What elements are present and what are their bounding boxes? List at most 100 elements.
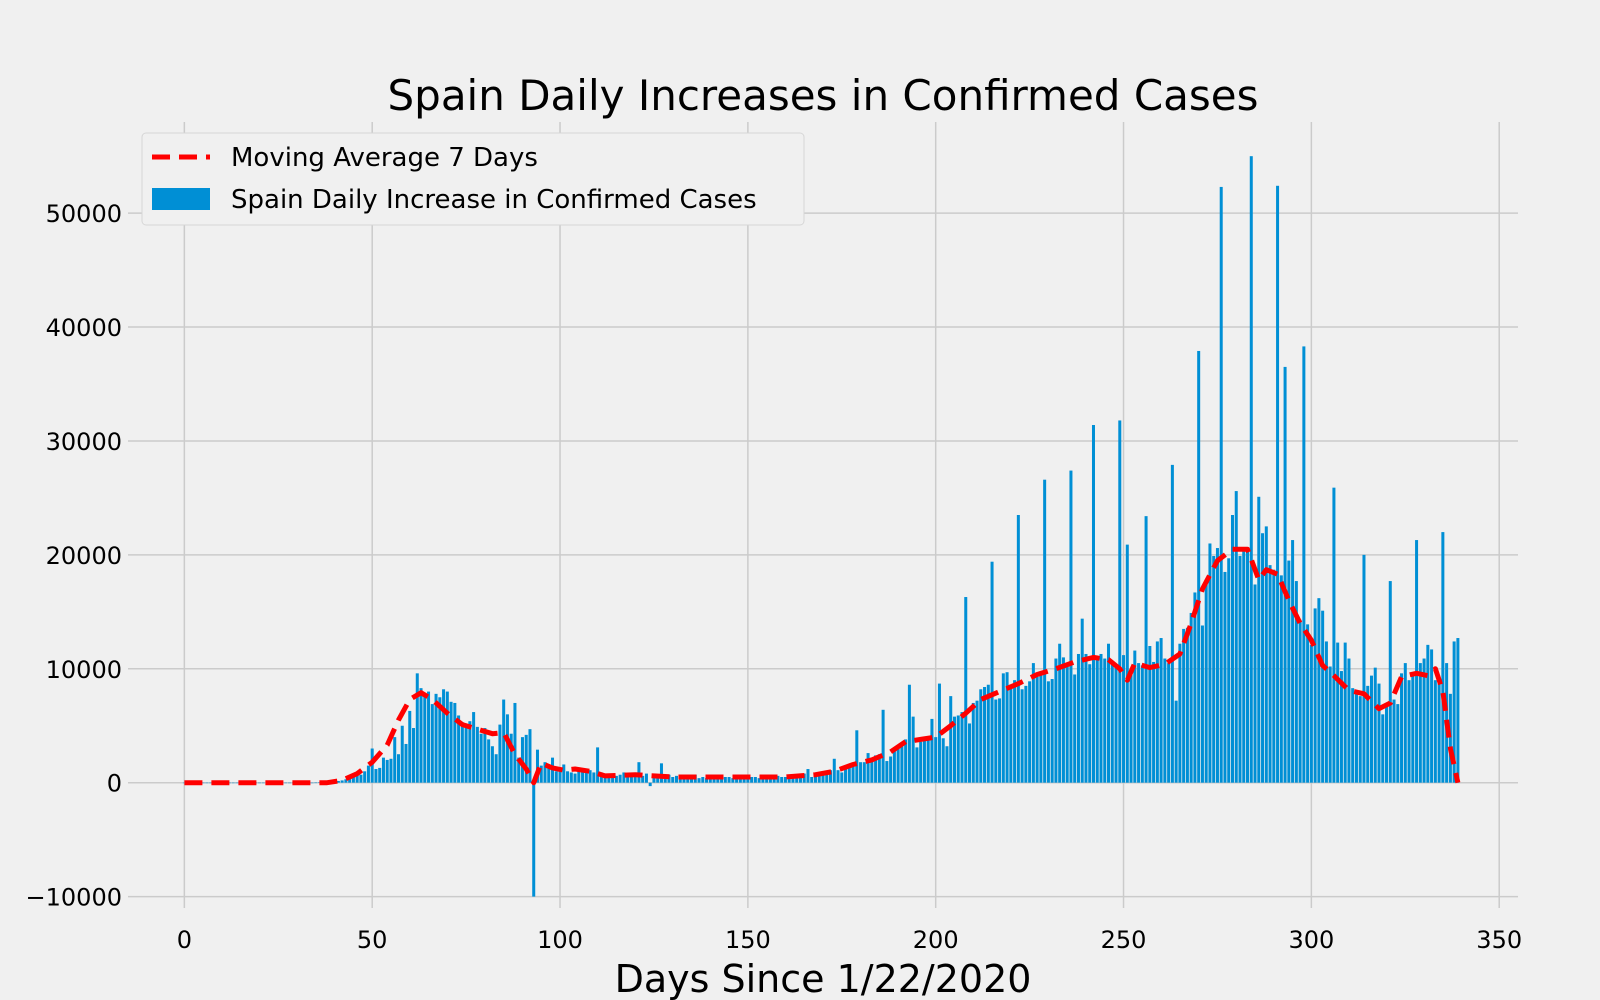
- bar: [855, 730, 859, 783]
- bar: [727, 777, 731, 783]
- bar: [1020, 689, 1024, 783]
- bar: [1039, 672, 1043, 783]
- bar: [915, 747, 919, 783]
- x-tick-label: 250: [1101, 926, 1147, 954]
- bar: [674, 775, 678, 783]
- bar: [1155, 641, 1159, 783]
- bar: [1433, 680, 1437, 783]
- bar: [378, 767, 382, 783]
- bar: [1261, 533, 1265, 783]
- bar: [1388, 581, 1392, 783]
- bar: [1174, 700, 1178, 783]
- bar: [1148, 646, 1152, 783]
- bar: [690, 778, 694, 783]
- bar: [1208, 543, 1212, 783]
- chart-title: Spain Daily Increases in Confirmed Cases: [388, 71, 1259, 120]
- bar: [1170, 464, 1174, 783]
- bar: [1351, 688, 1355, 783]
- bar: [1009, 684, 1013, 783]
- bar: [1159, 638, 1163, 783]
- legend-bar-swatch: [152, 188, 210, 210]
- bar: [1204, 579, 1208, 783]
- bar: [802, 773, 806, 783]
- bar: [438, 697, 442, 783]
- bar: [844, 765, 848, 783]
- bar: [971, 702, 975, 783]
- bar: [659, 763, 663, 783]
- bar: [765, 777, 769, 783]
- bar: [1249, 156, 1253, 783]
- bar: [1253, 584, 1257, 783]
- y-tick-label: 30000: [46, 428, 122, 456]
- bar: [419, 688, 423, 783]
- bar: [787, 778, 791, 783]
- y-tick-labels: −10000 0 10000 20000 30000 40000 50000: [26, 200, 122, 911]
- x-tick-label: 350: [1476, 926, 1522, 954]
- bar: [776, 775, 780, 783]
- bar: [566, 771, 570, 783]
- bar: [644, 773, 648, 783]
- x-tick-label: 0: [177, 926, 192, 954]
- bar: [1200, 625, 1204, 783]
- bar: [569, 772, 573, 783]
- bar: [1339, 671, 1343, 783]
- bar: [1403, 663, 1407, 783]
- bar: [592, 772, 596, 783]
- bar: [1110, 664, 1114, 783]
- bar: [697, 778, 701, 783]
- bar: [513, 702, 517, 783]
- bar: [468, 721, 472, 783]
- bar: [475, 726, 479, 783]
- bar: [783, 777, 787, 783]
- bar: [520, 737, 524, 783]
- bar: [1407, 680, 1411, 783]
- bar: [363, 771, 367, 783]
- bar: [1001, 673, 1005, 783]
- bar: [994, 699, 998, 783]
- bar: [896, 748, 900, 783]
- bar: [851, 763, 855, 783]
- bar: [874, 755, 878, 783]
- bar: [539, 765, 543, 783]
- bar: [581, 771, 585, 783]
- bar: [509, 733, 513, 783]
- bar: [1091, 425, 1095, 783]
- bar: [1396, 704, 1400, 783]
- bar: [907, 684, 911, 783]
- bar: [1321, 610, 1325, 783]
- x-tick-label: 200: [913, 926, 959, 954]
- y-tick-label: −10000: [26, 884, 122, 912]
- bar: [806, 769, 810, 783]
- bar: [761, 778, 765, 783]
- bar: [1332, 487, 1336, 783]
- bar: [1223, 571, 1227, 783]
- bar: [1076, 653, 1080, 783]
- bar: [1272, 569, 1276, 783]
- bar: [900, 743, 904, 783]
- bar: [862, 762, 866, 783]
- bar: [558, 770, 562, 783]
- bar: [562, 764, 566, 783]
- bar: [1242, 550, 1246, 783]
- bar: [1448, 693, 1452, 783]
- bar: [1302, 346, 1306, 783]
- bar: [201, 782, 205, 784]
- bar: [1016, 515, 1020, 783]
- bar: [340, 780, 344, 783]
- bar: [1137, 663, 1141, 783]
- bar: [1152, 661, 1156, 783]
- bar: [1422, 658, 1426, 783]
- bar: [829, 770, 833, 783]
- x-axis-label: Days Since 1/22/2020: [615, 957, 1032, 1000]
- bar: [919, 741, 923, 783]
- bar: [528, 729, 532, 783]
- bar: [1373, 667, 1377, 783]
- bar: [344, 779, 348, 783]
- bar: [840, 772, 844, 783]
- bar: [1227, 558, 1231, 783]
- bar: [460, 722, 464, 783]
- bar: [284, 782, 288, 784]
- bar: [753, 777, 757, 783]
- bar: [975, 700, 979, 783]
- bar: [205, 782, 209, 784]
